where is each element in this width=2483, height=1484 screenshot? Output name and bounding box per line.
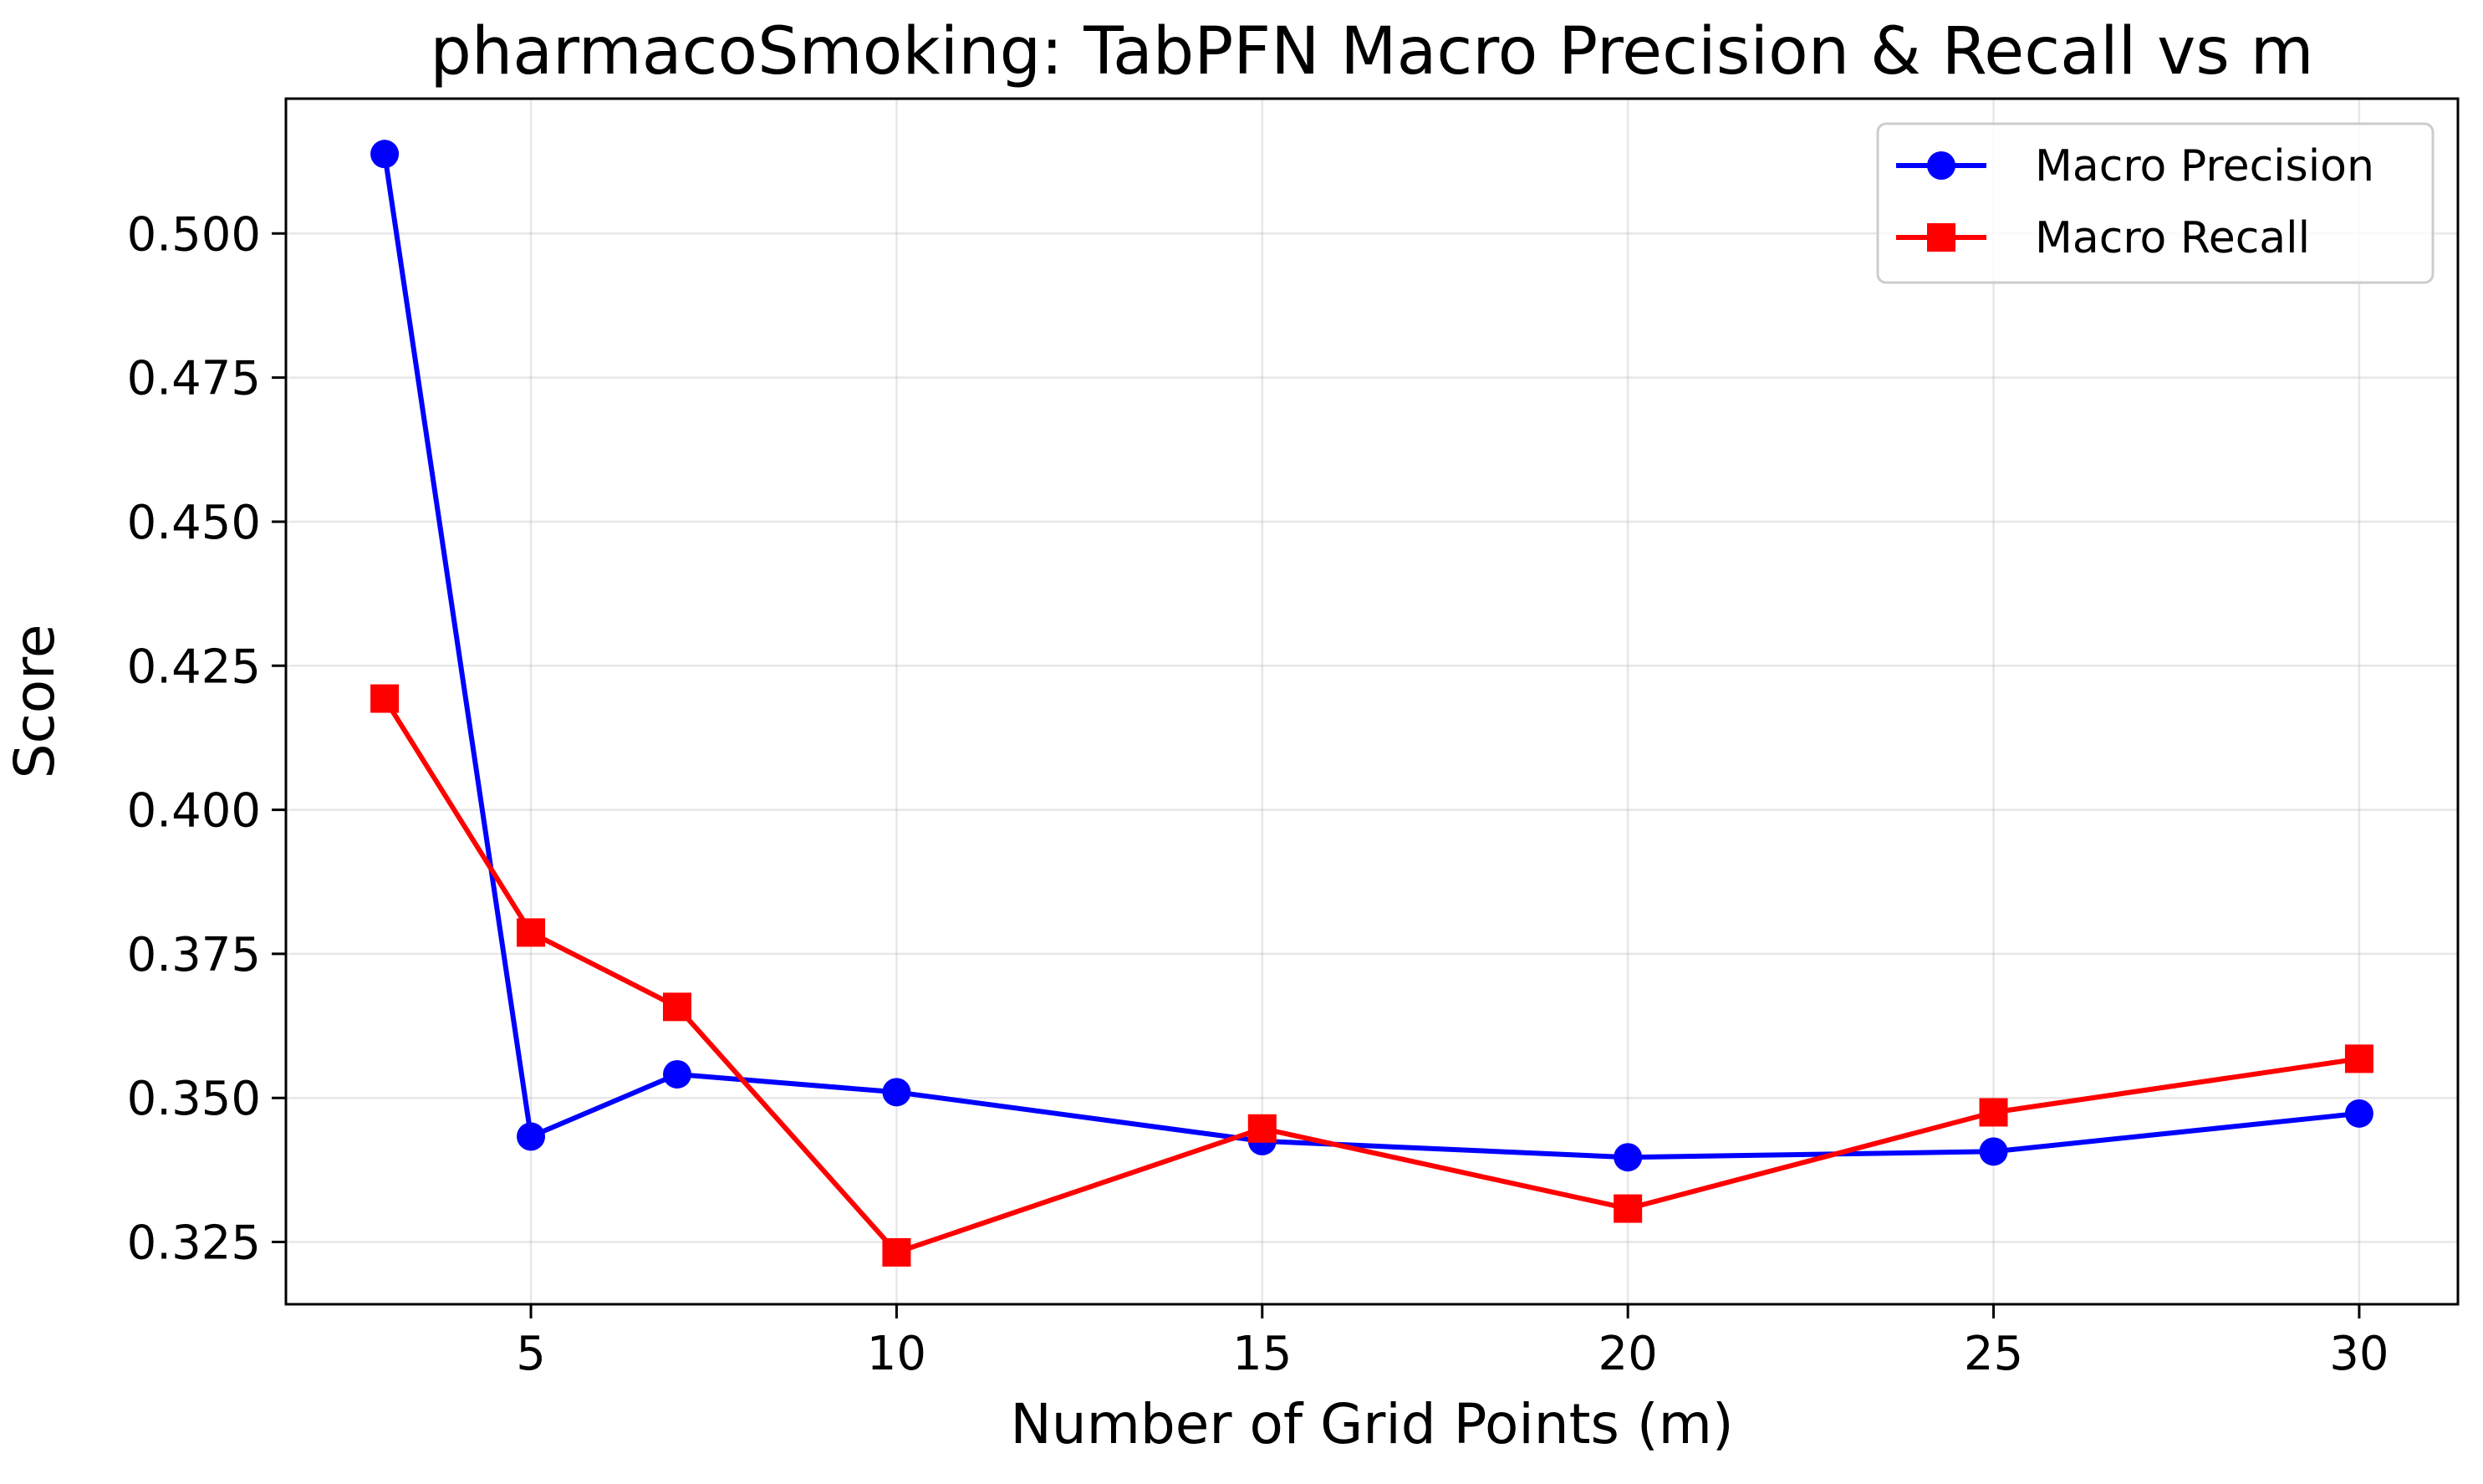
x-tick-label: 10 <box>867 1327 926 1381</box>
y-tick-label: 0.450 <box>127 496 261 550</box>
x-tick-label: 20 <box>1598 1327 1658 1381</box>
x-tick-label: 15 <box>1232 1327 1292 1381</box>
data-point <box>882 1237 911 1267</box>
legend-item: Macro Recall <box>1896 213 2310 263</box>
data-point <box>1979 1098 2008 1127</box>
y-tick-label: 0.475 <box>127 352 261 406</box>
x-tick-label: 25 <box>1964 1327 2023 1381</box>
data-point <box>370 684 400 713</box>
data-point <box>662 992 691 1022</box>
data-point <box>2344 1044 2373 1073</box>
plot-frame <box>284 97 2460 1306</box>
y-tick-label: 0.375 <box>127 928 261 982</box>
data-point <box>662 1059 691 1089</box>
legend: Macro Precision Macro Recall <box>1876 122 2435 284</box>
y-axis-label: Score <box>3 625 67 779</box>
y-tick-label: 0.500 <box>127 207 261 262</box>
data-point <box>2344 1099 2373 1128</box>
series-macro-precision <box>370 140 2373 1172</box>
y-tick-label: 0.400 <box>127 784 261 839</box>
legend-label: Macro Precision <box>2035 141 2374 191</box>
data-point <box>517 918 546 947</box>
data-point <box>1614 1194 1643 1223</box>
y-tick-label: 0.350 <box>127 1072 261 1126</box>
data-point <box>1247 1114 1277 1143</box>
series-line <box>382 697 2360 1255</box>
x-axis-label: Number of Grid Points (m) <box>1010 1392 1733 1456</box>
legend-marker <box>1927 223 1955 252</box>
data-point <box>882 1078 911 1107</box>
legend-item: Macro Precision <box>1896 141 2374 191</box>
data-point <box>1614 1143 1643 1172</box>
series-line <box>382 153 2360 1160</box>
x-tick-label: 30 <box>2329 1327 2389 1381</box>
legend-frame <box>1876 122 2435 284</box>
legend-label: Macro Recall <box>2035 213 2310 263</box>
y-tick-label: 0.325 <box>127 1216 261 1271</box>
grid <box>286 99 2458 1304</box>
y-tick-label: 0.425 <box>127 640 261 694</box>
chart-title: pharmacoSmoking: TabPFN Macro Precision … <box>430 14 2313 89</box>
x-tick-label: 5 <box>516 1327 546 1381</box>
data-point <box>370 140 400 169</box>
series-layer <box>370 140 2373 1267</box>
data-point <box>517 1122 546 1151</box>
data-point <box>1979 1137 2008 1166</box>
ticks: 5 10 15 20 25 30 0.325 0.350 0.375 0.400 0.425 0.45… <box>127 207 2389 1381</box>
series-macro-recall <box>370 684 2373 1267</box>
legend-marker <box>1927 151 1955 180</box>
